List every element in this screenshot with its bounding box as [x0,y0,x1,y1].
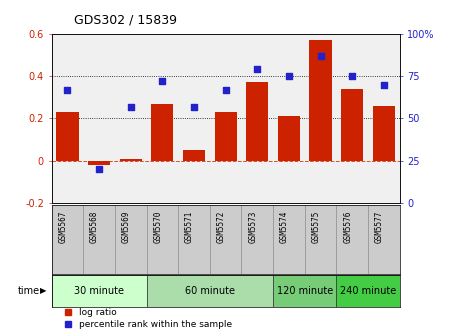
Text: GDS302 / 15839: GDS302 / 15839 [74,14,177,27]
Text: 30 minute: 30 minute [74,286,124,296]
Point [380,82,387,87]
Bar [336,275,400,307]
Bar [88,161,110,165]
Bar [309,40,332,161]
Bar [146,205,178,274]
Bar [246,82,269,161]
Point [254,67,261,72]
Point [190,104,198,109]
Bar [273,275,336,307]
Text: GSM5569: GSM5569 [122,210,131,243]
Bar [341,89,363,161]
Text: 60 minute: 60 minute [185,286,235,296]
Bar [273,205,305,274]
Point [317,53,324,58]
Bar [336,205,368,274]
Bar [215,112,237,161]
Bar [368,205,400,274]
Point [285,73,292,79]
Bar [305,205,336,274]
Bar [57,112,79,161]
Point [222,87,229,92]
Bar [210,205,242,274]
Text: GSM5571: GSM5571 [185,210,194,243]
Bar [52,275,146,307]
Bar [242,205,273,274]
Legend: log ratio, percentile rank within the sample: log ratio, percentile rank within the sa… [65,308,232,329]
Bar [178,205,210,274]
Point [127,104,134,109]
Point [348,73,356,79]
Point [96,167,103,172]
Bar [83,205,115,274]
Bar [183,150,205,161]
Text: GSM5573: GSM5573 [248,210,257,243]
Text: GSM5570: GSM5570 [154,210,163,243]
Bar [115,205,146,274]
Text: GSM5575: GSM5575 [312,210,321,243]
Text: ▶: ▶ [40,286,47,295]
Text: GSM5567: GSM5567 [58,210,67,243]
Bar [151,103,173,161]
Text: GSM5572: GSM5572 [216,210,225,243]
Text: GSM5568: GSM5568 [90,210,99,243]
Point [159,78,166,84]
Point [64,87,71,92]
Bar [119,159,142,161]
Text: 120 minute: 120 minute [277,286,333,296]
Text: GSM5576: GSM5576 [343,210,352,243]
Text: GSM5577: GSM5577 [375,210,384,243]
Text: time: time [18,286,40,296]
Text: 240 minute: 240 minute [340,286,396,296]
Bar [278,116,300,161]
Text: GSM5574: GSM5574 [280,210,289,243]
Bar [146,275,273,307]
Bar [52,205,83,274]
Bar [373,106,395,161]
